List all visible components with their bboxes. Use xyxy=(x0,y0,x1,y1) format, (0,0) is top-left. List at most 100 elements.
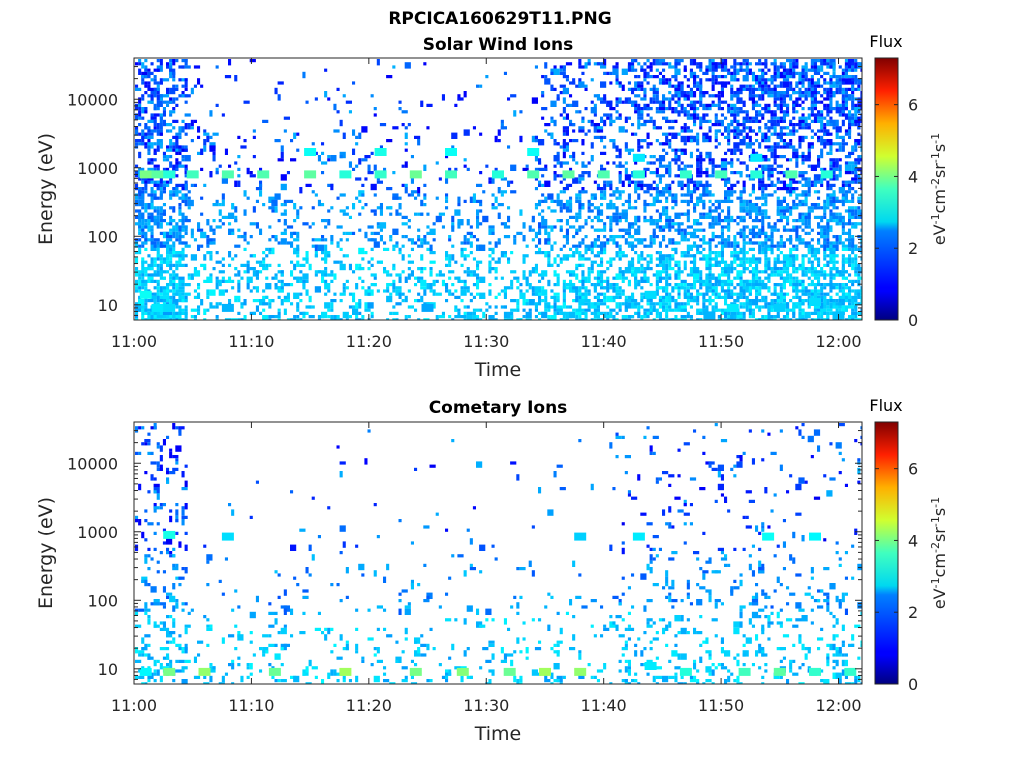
speckle-cell xyxy=(792,62,796,66)
speckle-cell xyxy=(844,65,848,69)
speckle-cell xyxy=(153,244,157,248)
speckle-cell xyxy=(779,65,783,69)
speckle-cell xyxy=(330,315,334,320)
speckle-cell xyxy=(643,103,647,111)
speckle-cell xyxy=(779,129,783,136)
speckle-cell xyxy=(457,196,461,203)
speckle-cell xyxy=(299,270,303,274)
speckle-cell xyxy=(807,305,811,309)
speckle-cell xyxy=(609,100,613,104)
speckle-cell xyxy=(779,100,783,104)
speckle-cell xyxy=(141,94,145,98)
speckle-cell xyxy=(817,190,821,194)
speckle-cell xyxy=(835,241,839,245)
speckle-cell xyxy=(773,145,780,149)
speckle-cell xyxy=(844,260,848,264)
speckle-cell xyxy=(776,196,780,200)
speckle-cell xyxy=(751,228,755,232)
speckle-cell xyxy=(162,107,166,111)
speckle-cell xyxy=(296,215,300,219)
speckle-cell xyxy=(823,199,827,203)
speckle-cell xyxy=(156,286,160,290)
speckle-cell xyxy=(494,305,498,309)
speckle-cell xyxy=(727,267,731,271)
speckle-cell xyxy=(339,299,343,303)
speckle-cell xyxy=(720,119,724,127)
speckle-cell xyxy=(445,193,449,197)
speckle-cell xyxy=(764,209,768,216)
speckle-cell xyxy=(686,225,693,229)
speckle-cell xyxy=(147,132,154,136)
speckle-cell xyxy=(135,174,139,178)
speckle-cell xyxy=(826,199,830,207)
speckle-cell xyxy=(463,254,467,258)
speckle-cell xyxy=(813,276,821,280)
speckle-cell xyxy=(699,126,703,130)
speckle-cell xyxy=(820,206,824,210)
speckle-cell xyxy=(689,180,693,184)
speckle-cell xyxy=(590,219,594,223)
speckle-cell xyxy=(758,241,765,245)
speckle-cell xyxy=(838,164,842,171)
speckle-cell xyxy=(141,129,145,133)
speckle-cell xyxy=(212,228,216,232)
speckle-cell xyxy=(215,65,219,69)
speckle-cell xyxy=(748,238,752,242)
speckle-cell xyxy=(714,199,721,203)
speckle-cell xyxy=(689,139,693,143)
speckle-cell xyxy=(789,62,793,69)
speckle-cell xyxy=(764,139,768,143)
speckle-cell xyxy=(634,68,638,72)
speckle-cell xyxy=(144,142,148,146)
speckle-cell xyxy=(724,299,728,306)
speckle-cell xyxy=(662,206,666,213)
speckle-cell xyxy=(534,206,538,210)
speckle-cell xyxy=(417,187,421,194)
speckle-cell xyxy=(376,180,383,184)
speckle-cell xyxy=(370,183,377,191)
speckle-cell xyxy=(203,129,207,133)
speckle-cell xyxy=(404,126,408,130)
speckle-cell xyxy=(786,267,790,271)
speckle-cell xyxy=(330,299,337,303)
speckle-cell xyxy=(792,219,796,223)
speckle-cell xyxy=(237,270,241,277)
speckle-cell xyxy=(826,142,830,146)
speckle-cell xyxy=(652,59,656,66)
speckle-cell xyxy=(550,315,557,320)
speckle-cell xyxy=(820,295,827,299)
speckle-cell xyxy=(789,84,793,91)
speckle-cell xyxy=(575,161,579,165)
speckle-cell xyxy=(702,212,706,216)
speckle-cell xyxy=(553,311,557,315)
speckle-cell xyxy=(823,209,827,213)
speckle-cell xyxy=(795,91,799,95)
speckle-cell xyxy=(618,161,622,168)
speckle-cell xyxy=(652,180,656,184)
speckle-cell xyxy=(705,215,709,219)
speckle-cell xyxy=(500,190,507,194)
speckle-cell xyxy=(807,267,811,274)
speckle-cell xyxy=(494,267,498,274)
speckle-cell xyxy=(420,295,424,299)
speckle-cell xyxy=(423,289,427,296)
speckle-cell xyxy=(727,81,731,85)
speckle-cell xyxy=(522,273,526,280)
speckle-cell xyxy=(544,254,548,258)
speckle-cell xyxy=(618,177,622,184)
speckle-cell xyxy=(193,119,197,123)
speckle-cell xyxy=(686,78,690,82)
speckle-cell xyxy=(141,241,145,245)
speckle-cell xyxy=(249,267,256,271)
speckle-cell xyxy=(634,251,638,255)
speckle-cell xyxy=(172,119,179,123)
speckle-cell xyxy=(736,135,740,139)
speckle-cell xyxy=(810,145,814,149)
speckle-cell xyxy=(745,206,749,210)
speckle-cell xyxy=(720,238,728,242)
speckle-cell xyxy=(156,129,163,136)
speckle-cell xyxy=(569,167,573,171)
speckle-cell xyxy=(720,177,724,181)
speckle-cell xyxy=(665,270,669,274)
speckle-cell xyxy=(770,167,774,171)
